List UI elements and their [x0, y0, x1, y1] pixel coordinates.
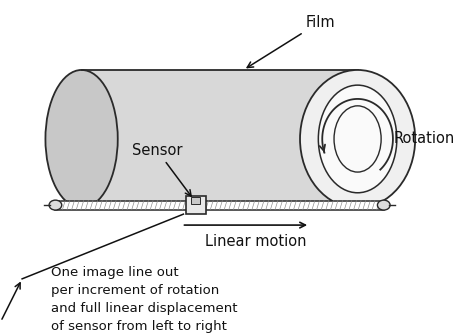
Ellipse shape — [49, 200, 62, 210]
Text: per increment of rotation: per increment of rotation — [50, 284, 219, 297]
FancyBboxPatch shape — [185, 196, 206, 214]
Ellipse shape — [300, 70, 414, 208]
FancyBboxPatch shape — [55, 201, 383, 210]
Ellipse shape — [333, 106, 380, 172]
Ellipse shape — [318, 85, 396, 193]
Text: Film: Film — [247, 14, 334, 68]
Text: One image line out: One image line out — [50, 266, 178, 279]
Ellipse shape — [45, 70, 118, 208]
Text: Linear motion: Linear motion — [204, 234, 306, 249]
Ellipse shape — [376, 200, 389, 210]
Text: of sensor from left to right: of sensor from left to right — [50, 320, 226, 333]
FancyBboxPatch shape — [191, 197, 200, 204]
Text: Rotation: Rotation — [393, 131, 454, 146]
Text: and full linear displacement: and full linear displacement — [50, 302, 237, 315]
Text: Sensor: Sensor — [131, 142, 191, 196]
FancyBboxPatch shape — [81, 70, 357, 208]
